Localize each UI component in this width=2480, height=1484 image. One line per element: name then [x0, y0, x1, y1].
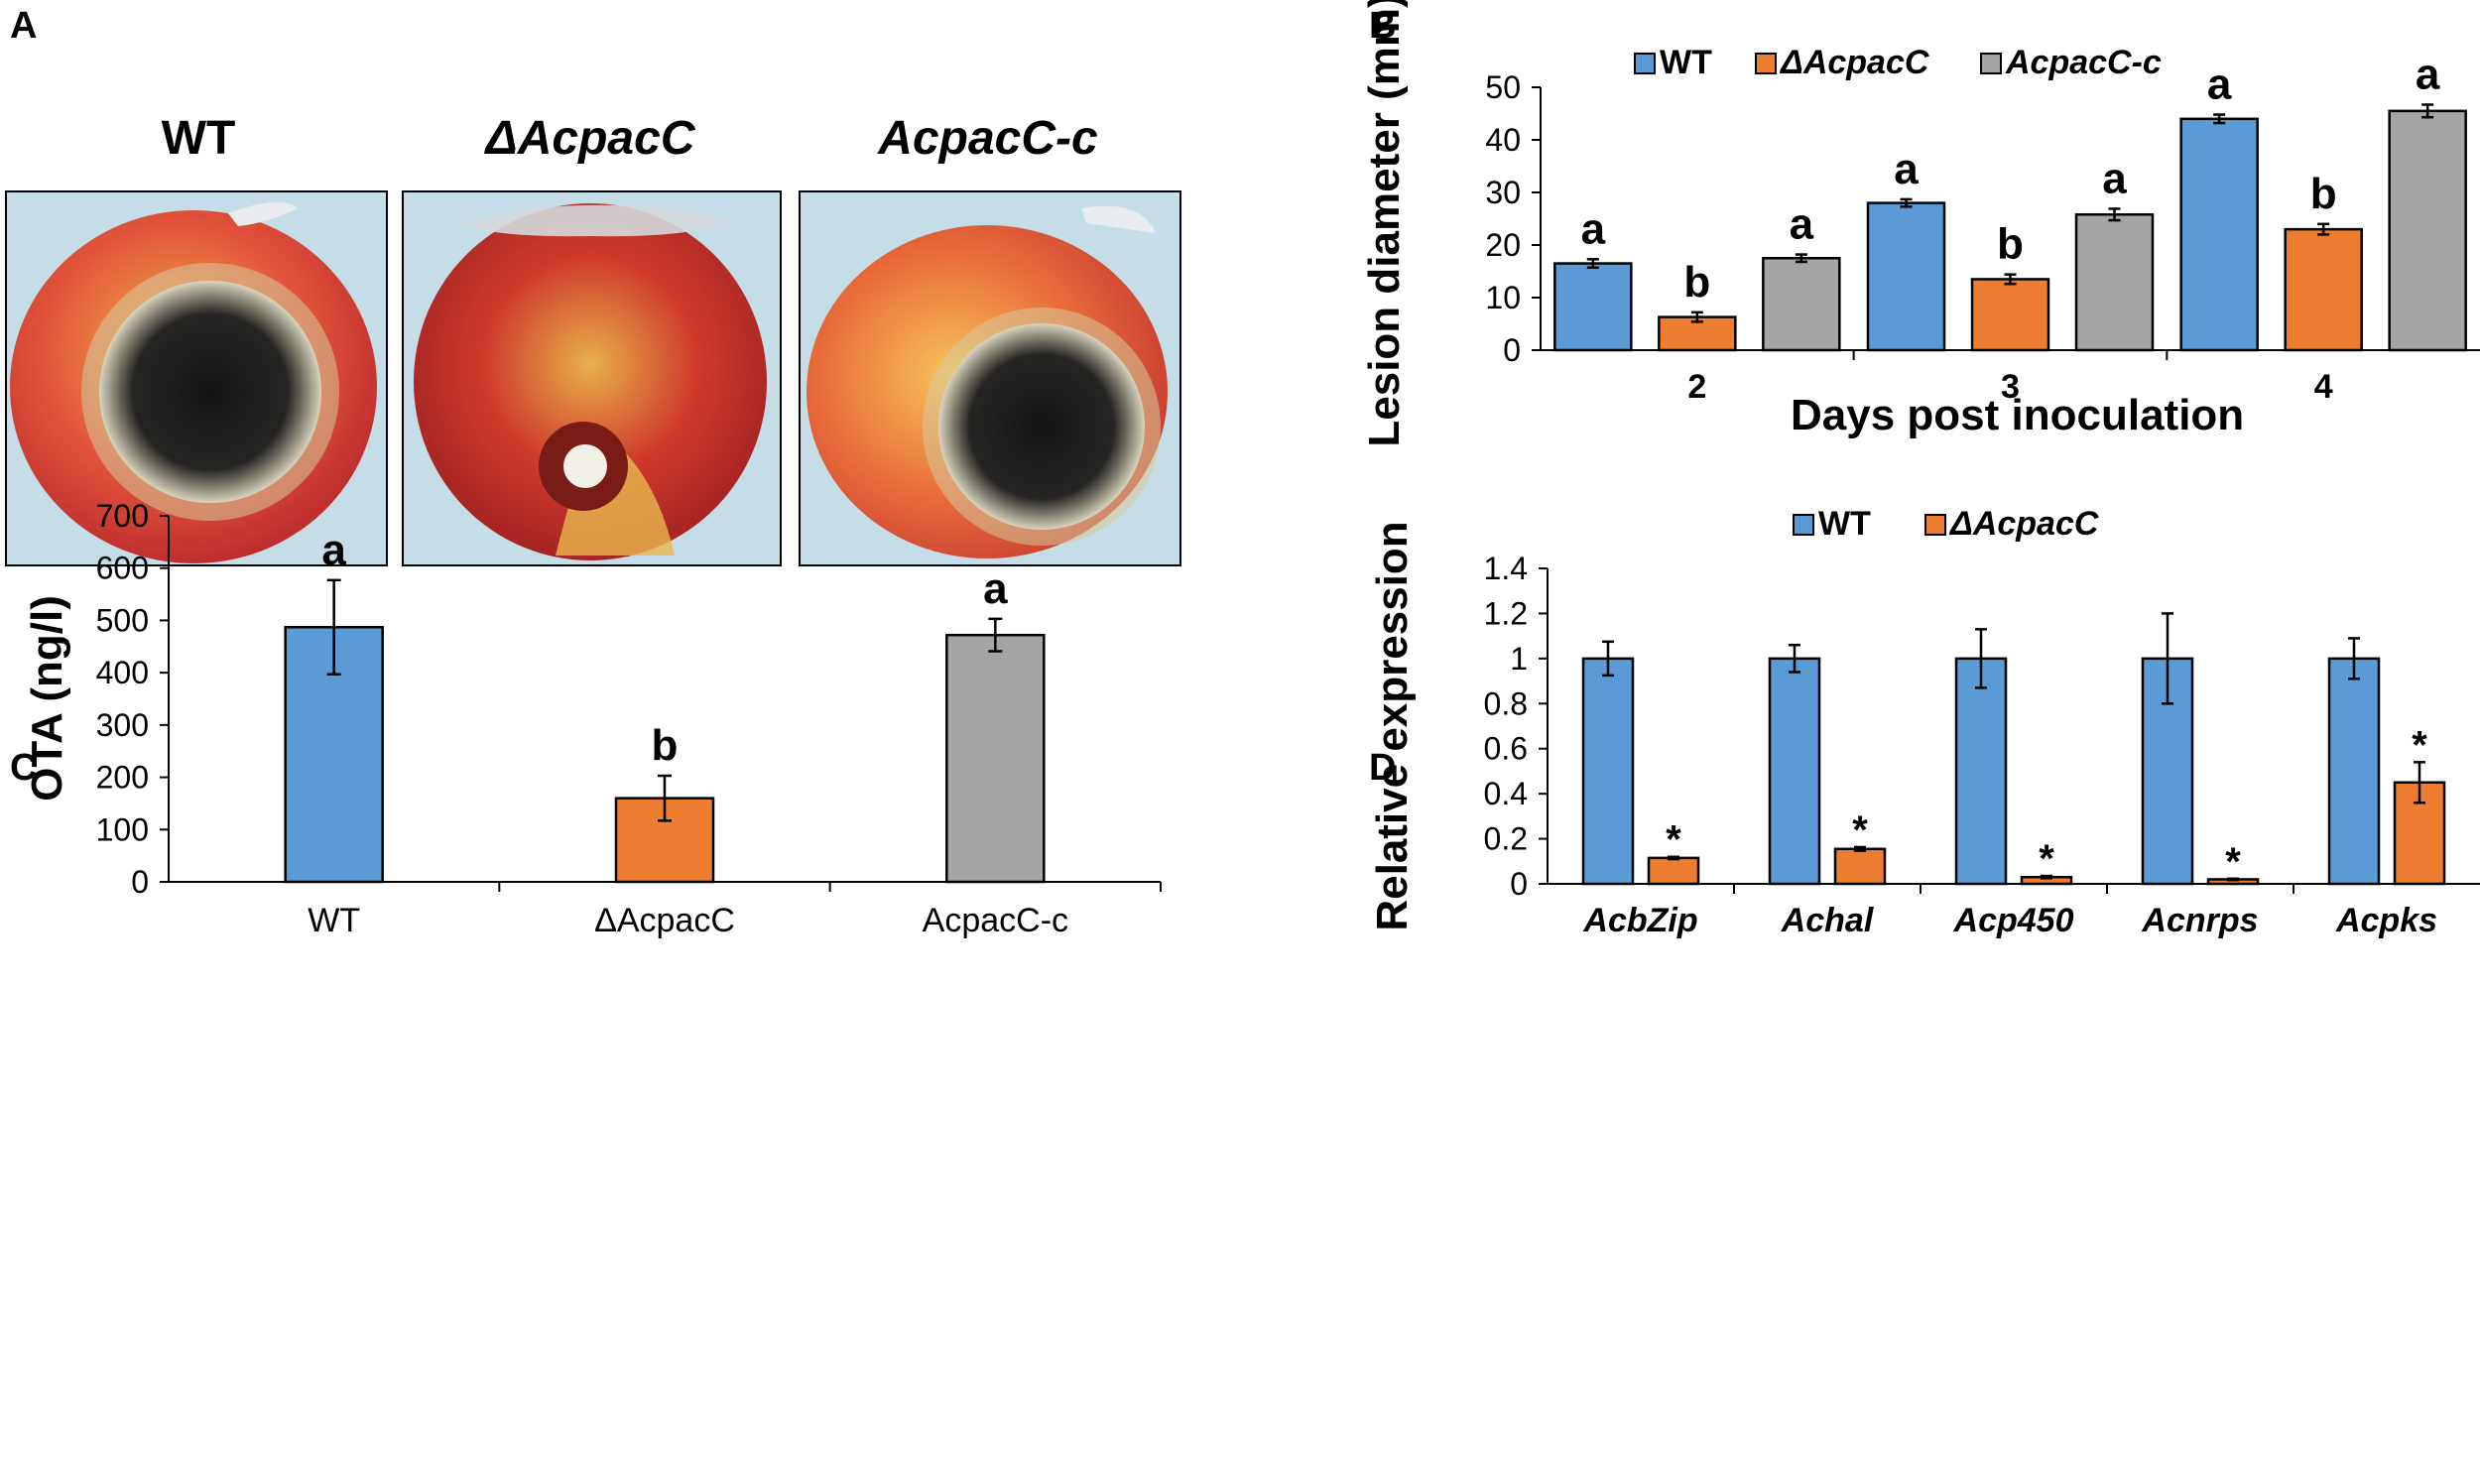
y-tick-label: 50 — [1485, 69, 1521, 105]
x-tick-label: WT — [308, 902, 360, 939]
significance-letter: a — [1894, 145, 1919, 193]
legend-d-label-mutant: ΔAcpacC — [1948, 505, 2099, 543]
bar — [2179, 117, 2259, 352]
significance-letter: a — [321, 526, 346, 574]
bar — [2074, 213, 2155, 352]
legend-b-swatch-complement — [1980, 53, 2002, 74]
bar — [1647, 856, 1700, 886]
x-tick-label: Acpks — [2335, 902, 2437, 939]
photo-label-complement: AcpacC-c — [877, 112, 1097, 165]
y-tick-label: 40 — [1485, 122, 1521, 158]
significance-star: * — [1666, 818, 1681, 862]
photo-label-mutant: ΔAcpacC — [484, 112, 696, 165]
y-tick-label: 0.4 — [1484, 776, 1528, 811]
bar — [1768, 657, 1821, 886]
bar — [1866, 201, 1946, 352]
bar — [1954, 657, 2008, 886]
significance-letter: a — [2416, 50, 2440, 98]
y-tick-label: 300 — [96, 707, 149, 743]
legend-b-label-complement: AcpacC-c — [2005, 44, 2162, 81]
y-tick-label: 1 — [1510, 641, 1528, 677]
bar — [2284, 227, 2363, 352]
y-tick-label: 0 — [1503, 332, 1521, 368]
significance-star: * — [2412, 723, 2427, 767]
y-tick-label: 1.4 — [1484, 551, 1528, 586]
legend-d-label-wt: WT — [1818, 505, 1871, 543]
legend-b: WT ΔAcpacC AcpacC-c — [1634, 44, 2162, 81]
x-tick-label: 4 — [2314, 368, 2333, 406]
bar — [945, 633, 1046, 884]
legend-b-label-mutant: ΔAcpacC — [1779, 44, 1929, 81]
y-axis-title-d: Relative expression — [1368, 521, 1417, 930]
y-tick-label: 700 — [96, 498, 149, 534]
y-tick-label: 1.2 — [1484, 595, 1528, 631]
x-tick-label: 2 — [1687, 368, 1706, 406]
panel-letter-c: C — [10, 747, 37, 789]
y-tick-label: 500 — [96, 602, 149, 638]
y-tick-label: 0.8 — [1484, 685, 1528, 721]
photo-wt — [5, 190, 388, 566]
panel-a: WT ΔAcpacC AcpacC-c — [5, 112, 1181, 566]
x-tick-label: Acnrps — [2141, 902, 2258, 939]
bar — [1970, 278, 2050, 352]
x-tick-label: ΔAcpacC — [594, 902, 735, 939]
y-tick-label: 400 — [96, 655, 149, 690]
x-tick-label: Achal — [1781, 902, 1875, 939]
y-tick-label: 0.2 — [1484, 821, 1528, 857]
y-tick-label: 10 — [1485, 280, 1521, 315]
significance-letter: b — [652, 721, 679, 770]
y-tick-label: 30 — [1485, 175, 1521, 210]
panel-letter-a: A — [10, 5, 37, 47]
y-tick-label: 0.6 — [1484, 731, 1528, 767]
significance-letter: b — [2310, 170, 2337, 218]
legend-b-swatch-mutant — [1755, 53, 1777, 74]
x-axis-title-b: Days post inoculation — [1791, 391, 2244, 439]
bar — [1553, 262, 1633, 352]
x-tick-label: Acp450 — [1953, 902, 2074, 939]
y-axis-title-c: OTA (ng/l) — [23, 595, 71, 802]
y-tick-label: 600 — [96, 551, 149, 586]
panel-d-chart: WT ΔAcpacC 0 0.2 0.4 0.6 0.8 1 1.2 1.4 AcbZip Ach… — [1368, 505, 2480, 939]
panel-letter-b: B — [1369, 5, 1396, 47]
x-tick-label: 3 — [2001, 368, 2020, 406]
legend-b-swatch-wt — [1634, 53, 1656, 74]
y-axis-title-b: Lesion diameter (mm) — [1360, 0, 1409, 447]
bar — [2388, 109, 2467, 352]
significance-letter: a — [1790, 200, 1814, 249]
photo-complement — [799, 190, 1181, 566]
legend-d-swatch-wt — [1793, 514, 1814, 536]
legend-d-swatch-mutant — [1924, 514, 1946, 536]
significance-star: * — [1852, 808, 1868, 852]
panel-b-chart: WT ΔAcpacC AcpacC-c 0 10 20 30 40 50 2 3 4 a b a a b… — [1360, 0, 2480, 447]
y-tick-label: 20 — [1485, 227, 1521, 263]
significance-letter: a — [983, 564, 1008, 613]
x-tick-label: AcpacC-c — [923, 902, 1068, 939]
significance-letter: a — [1581, 204, 1606, 253]
photo-mutant — [402, 190, 782, 566]
bar — [1762, 257, 1841, 352]
bar — [2327, 657, 2381, 886]
panel-letter-d: D — [1369, 747, 1396, 789]
significance-letter: a — [2102, 154, 2127, 202]
x-tick-label: AcbZip — [1582, 902, 1697, 939]
significance-star: * — [2225, 840, 2241, 884]
y-tick-label: 100 — [96, 811, 149, 847]
y-tick-label: 0 — [131, 864, 149, 900]
significance-letter: a — [2207, 61, 2232, 109]
significance-star: * — [2039, 837, 2054, 881]
legend-b-label-wt: WT — [1660, 44, 1712, 81]
significance-letter: b — [1997, 220, 2024, 269]
significance-letter: b — [1683, 258, 1710, 307]
y-tick-label: 0 — [1510, 866, 1528, 902]
photo-label-wt: WT — [162, 112, 236, 165]
bar — [1581, 657, 1635, 886]
legend-d: WT ΔAcpacC — [1793, 505, 2099, 543]
y-tick-label: 200 — [96, 760, 149, 796]
bar — [1833, 847, 1887, 886]
